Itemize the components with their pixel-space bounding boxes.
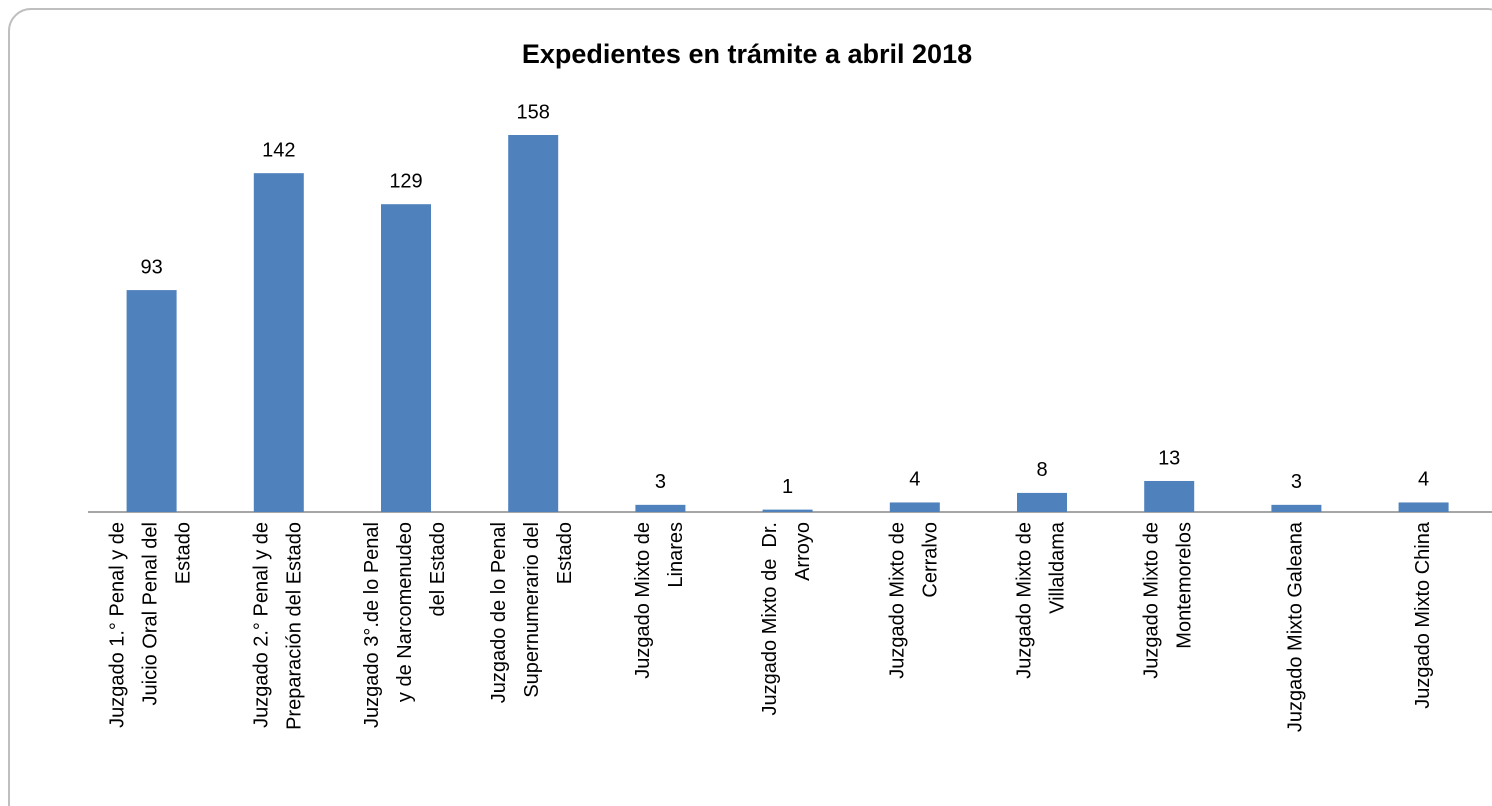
bar: [508, 135, 559, 512]
x-tick-label: Juzgado 3°.de lo Penal y de Narcomenudeo d…: [361, 522, 449, 728]
data-label: 4: [909, 469, 920, 491]
x-tick-label: Juzgado Mixto de Montemorelos: [1141, 522, 1196, 679]
data-label: 8: [1036, 459, 1047, 481]
data-label: 13: [1158, 447, 1180, 469]
x-tick-label: Juzgado 2.° Penal y de Preparación del Es…: [251, 522, 306, 730]
bar: [253, 173, 304, 512]
x-tick-label: Juzgado Mixto de Cerralvo: [887, 522, 942, 679]
data-label: 3: [1291, 471, 1302, 493]
bar: [1398, 502, 1449, 512]
x-tick-label: Juzgado Mixto China: [1412, 521, 1434, 709]
bar: [381, 204, 431, 512]
bar: [762, 509, 813, 512]
chart-title: Expedientes en trámite a abril 2018: [522, 39, 972, 69]
bar: [1271, 504, 1322, 512]
x-tick-label: Juzgado Mixto Galeana: [1285, 521, 1307, 732]
bar: [126, 290, 177, 512]
data-label: 142: [262, 139, 295, 161]
data-label: 93: [140, 256, 162, 278]
data-label: 3: [655, 471, 666, 493]
x-tick-label: Juzgado Mixto de Dr. Arroyo: [759, 522, 814, 715]
bar: [635, 504, 686, 512]
data-label: 158: [517, 101, 550, 123]
data-label: 129: [389, 170, 422, 192]
data-label: 4: [1418, 469, 1429, 491]
bar: [1017, 492, 1067, 512]
data-label: 1: [782, 476, 793, 498]
x-tick-label: Juzgado Mixto de Linares: [632, 522, 687, 679]
x-tick-label: Juzgado de lo Penal Supernumerario del Est…: [488, 522, 576, 703]
bar: [1144, 480, 1195, 512]
bar: [889, 502, 940, 512]
x-tick-label: Juzgado Mixto de Villaldama: [1014, 521, 1069, 679]
chart-frame: [8, 8, 1492, 806]
x-tick-label: Juzgado 1.° Penal y de Juicio Oral Penal …: [107, 522, 195, 728]
